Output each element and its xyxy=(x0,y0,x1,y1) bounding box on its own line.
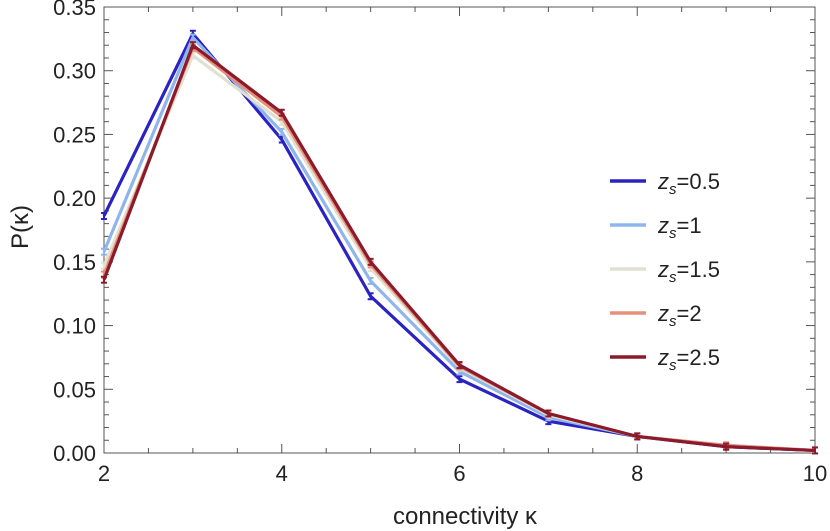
series-line xyxy=(102,53,816,453)
x-tick-label: 10 xyxy=(803,461,827,486)
x-tick-label: 4 xyxy=(276,461,288,486)
series-line xyxy=(102,35,816,453)
legend-value: =2.5 xyxy=(677,345,720,370)
x-tick-label: 8 xyxy=(631,461,643,486)
series-line xyxy=(102,43,816,453)
legend-symbol: z xyxy=(657,301,669,326)
series-line xyxy=(102,32,816,453)
y-tick-label: 0.05 xyxy=(53,377,96,402)
series-zs=2.5 xyxy=(101,41,818,455)
y-tick-label: 0.20 xyxy=(53,186,96,211)
y-tick-label: 0.15 xyxy=(53,250,96,275)
y-tick-label: 0.35 xyxy=(53,0,96,20)
legend-entry: zs=0.5 xyxy=(610,169,720,198)
legend-value: =1.5 xyxy=(677,257,720,282)
y-axis-label: P(κ) xyxy=(7,205,34,249)
legend-entry: zs=2 xyxy=(610,301,702,330)
legend-label: zs=2 xyxy=(657,301,702,330)
legend-subscript: s xyxy=(669,225,677,242)
y-tick-label: 0.10 xyxy=(53,314,96,339)
legend-symbol: z xyxy=(657,213,669,238)
legend-label: zs=0.5 xyxy=(657,169,720,198)
x-tick-label: 2 xyxy=(98,461,110,486)
y-tick-label: 0.30 xyxy=(53,59,96,84)
legend-entry: zs=1 xyxy=(610,213,702,242)
legend-subscript: s xyxy=(669,269,677,286)
legend-entry: zs=2.5 xyxy=(610,345,720,374)
legend-label: zs=1 xyxy=(657,213,702,242)
legend-symbol: z xyxy=(657,169,669,194)
legend-entry: zs=1.5 xyxy=(610,257,720,286)
legend-value: =2 xyxy=(677,301,702,326)
legend-label: zs=2.5 xyxy=(657,345,720,374)
y-tick-label: 0.00 xyxy=(53,441,96,466)
axis-ticks: 2 4 6 8 10 0.00 0.05 0.10 0.15 0.20 0.25 0.30 0.35 xyxy=(53,0,827,486)
series-zs=1 xyxy=(101,33,818,455)
legend-subscript: s xyxy=(669,313,677,330)
x-tick-label: 6 xyxy=(453,461,465,486)
x-axis-label: connectivity κ xyxy=(393,503,538,530)
series-zs=2 xyxy=(101,43,818,455)
series-layer xyxy=(101,29,818,455)
legend-symbol: z xyxy=(657,257,669,282)
legend-value: =0.5 xyxy=(677,169,720,194)
plot-frame xyxy=(103,6,816,454)
y-tick-label: 0.25 xyxy=(53,122,96,147)
series-line xyxy=(102,46,816,453)
legend-label: zs=1.5 xyxy=(657,257,720,286)
legend-subscript: s xyxy=(669,357,677,374)
legend-symbol: z xyxy=(657,345,669,370)
series-zs=0.5 xyxy=(101,29,818,455)
legend-subscript: s xyxy=(669,181,677,198)
plot-border xyxy=(103,6,816,454)
legend-value: =1 xyxy=(677,213,702,238)
series-zs=1.5 xyxy=(101,51,818,455)
legend: zs=0.5zs=1zs=1.5zs=2zs=2.5 xyxy=(610,169,720,374)
